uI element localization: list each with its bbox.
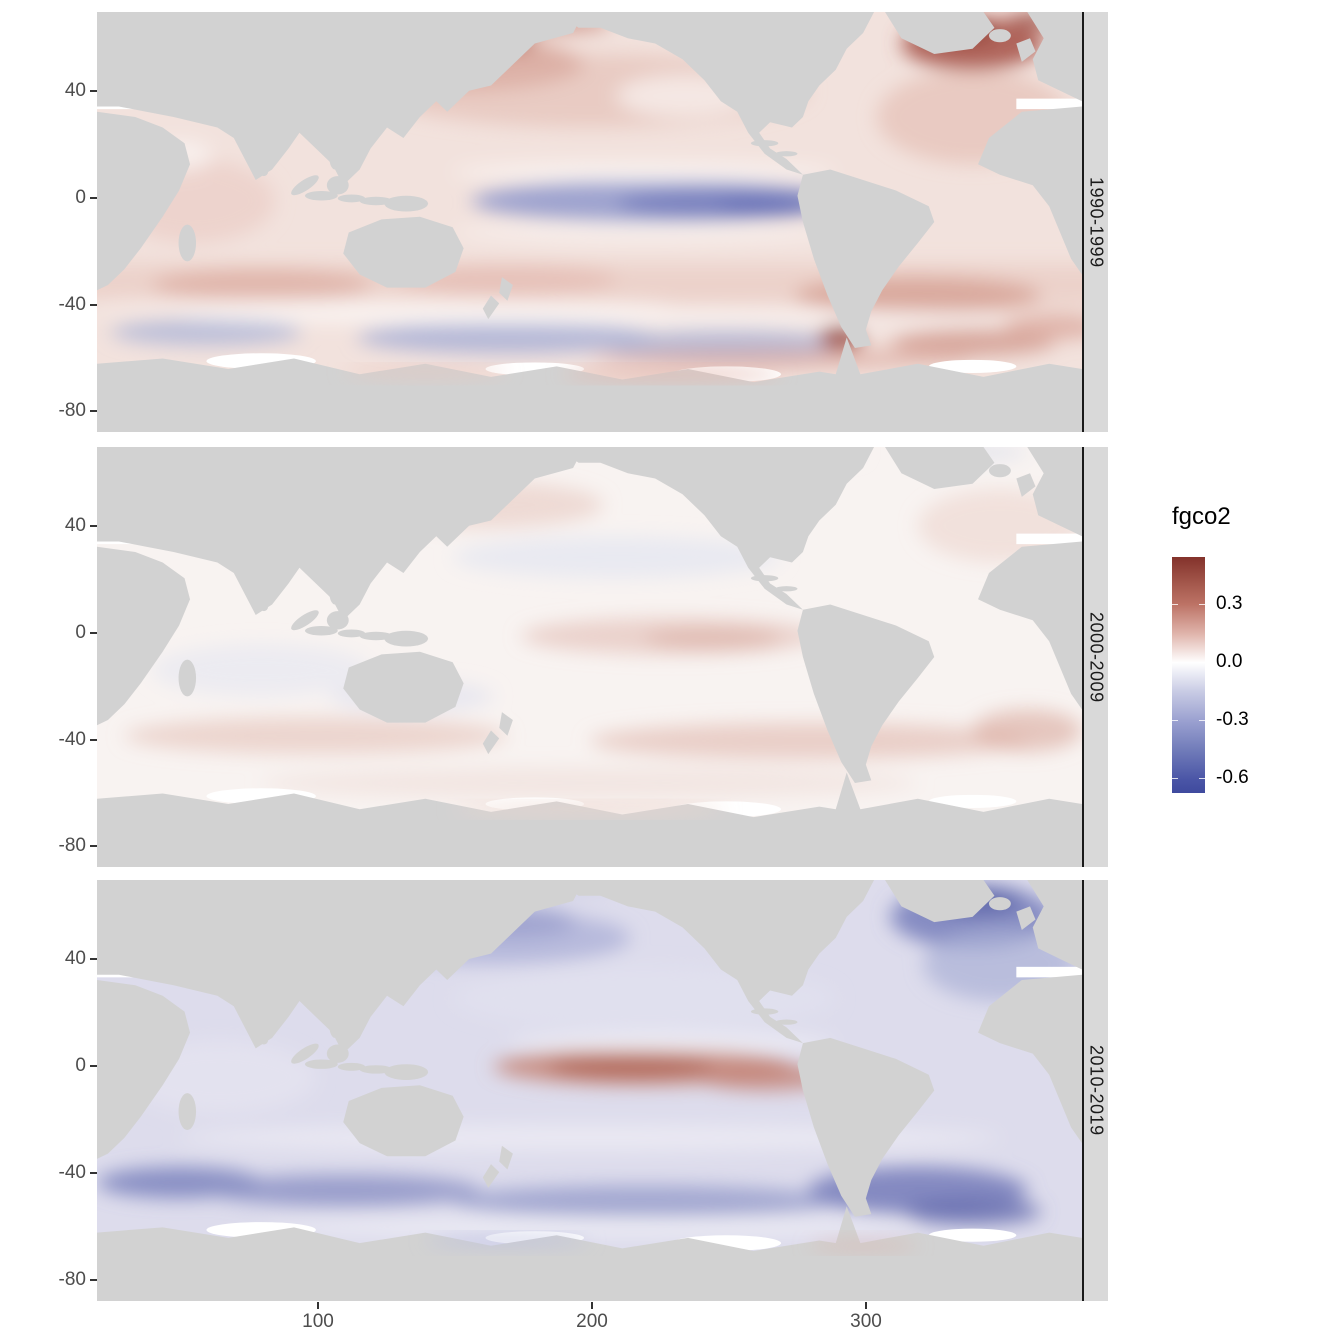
- y-axis-tick-mark: [90, 410, 97, 412]
- world-map-2010-2019: [97, 880, 1082, 1301]
- y-axis-tick-label: -80: [58, 1269, 86, 1290]
- map-panel-2010-2019: [97, 880, 1084, 1301]
- y-axis-tick-label: -80: [58, 835, 86, 856]
- y-axis-tick-mark: [90, 90, 97, 92]
- y-axis-tick-label: -40: [58, 1162, 86, 1183]
- y-axis-tick-label: 40: [64, 515, 86, 536]
- x-axis-tick-label: 300: [850, 1311, 882, 1332]
- y-axis-tick-mark: [90, 739, 97, 741]
- colorbar-tick-mark: [1199, 604, 1205, 605]
- y-axis-tick-mark: [90, 304, 97, 306]
- legend-title: fgco2: [1172, 503, 1231, 530]
- y-axis-tick-label: -40: [58, 729, 86, 750]
- facet-strip-label: 2010-2019: [1086, 1045, 1107, 1136]
- legend-tick-label: -0.6: [1216, 767, 1249, 788]
- map-panel-2000-2009: [97, 447, 1084, 867]
- legend-colorbar: [1172, 557, 1205, 793]
- y-axis-tick-label: 40: [64, 948, 86, 969]
- map-panel-1990-1999: [97, 12, 1084, 432]
- y-axis-tick-label: 0: [75, 1055, 86, 1076]
- x-axis-tick-mark: [317, 1302, 319, 1309]
- colorbar-tick-mark: [1199, 778, 1205, 779]
- antarctic-coast-layer: [425, 1235, 918, 1252]
- x-axis-tick-mark: [865, 1302, 867, 1309]
- colorbar-tick-mark: [1172, 720, 1178, 721]
- legend-tick-label: 0.3: [1216, 593, 1243, 614]
- y-axis-tick-mark: [90, 958, 97, 960]
- antarctic-coast-layer: [452, 802, 727, 816]
- colorbar-tick-mark: [1199, 720, 1205, 721]
- y-axis-tick-mark: [90, 632, 97, 634]
- colorbar-tick-mark: [1172, 604, 1178, 605]
- y-axis-tick-label: -80: [58, 400, 86, 421]
- antarctic-coast-layer: [343, 366, 782, 381]
- y-axis-tick-mark: [90, 1279, 97, 1281]
- colorbar-tick-mark: [1199, 662, 1205, 663]
- legend-tick-label: -0.3: [1216, 709, 1249, 730]
- facet-strip-label: 1990-1999: [1086, 176, 1107, 268]
- world-map-2000-2009: [97, 447, 1082, 867]
- facet-strip-2000-2009: 2000-2009: [1084, 447, 1108, 867]
- facet-strip-label: 2000-2009: [1086, 611, 1107, 703]
- anomaly-layer: [97, 12, 1082, 369]
- y-axis-tick-mark: [90, 1172, 97, 1174]
- y-axis-tick-mark: [90, 1065, 97, 1067]
- colorbar-tick-mark: [1172, 662, 1178, 663]
- x-axis-tick-mark: [591, 1302, 593, 1309]
- y-axis-tick-mark: [90, 525, 97, 527]
- y-axis-tick-label: 0: [75, 622, 86, 643]
- y-axis-tick-label: 40: [64, 80, 86, 101]
- colorbar-tick-mark: [1172, 778, 1178, 779]
- legend-tick-label: 0.0: [1216, 651, 1243, 672]
- world-map-1990-1999: [97, 12, 1082, 432]
- x-axis-tick-label: 200: [576, 1311, 608, 1332]
- y-axis-tick-mark: [90, 845, 97, 847]
- facet-strip-2010-2019: 2010-2019: [1084, 880, 1108, 1301]
- x-axis-tick-label: 100: [302, 1311, 334, 1332]
- y-axis-tick-mark: [90, 197, 97, 199]
- y-axis-tick-label: 0: [75, 187, 86, 208]
- facet-strip-1990-1999: 1990-1999: [1084, 12, 1108, 432]
- y-axis-tick-label: -40: [58, 294, 86, 315]
